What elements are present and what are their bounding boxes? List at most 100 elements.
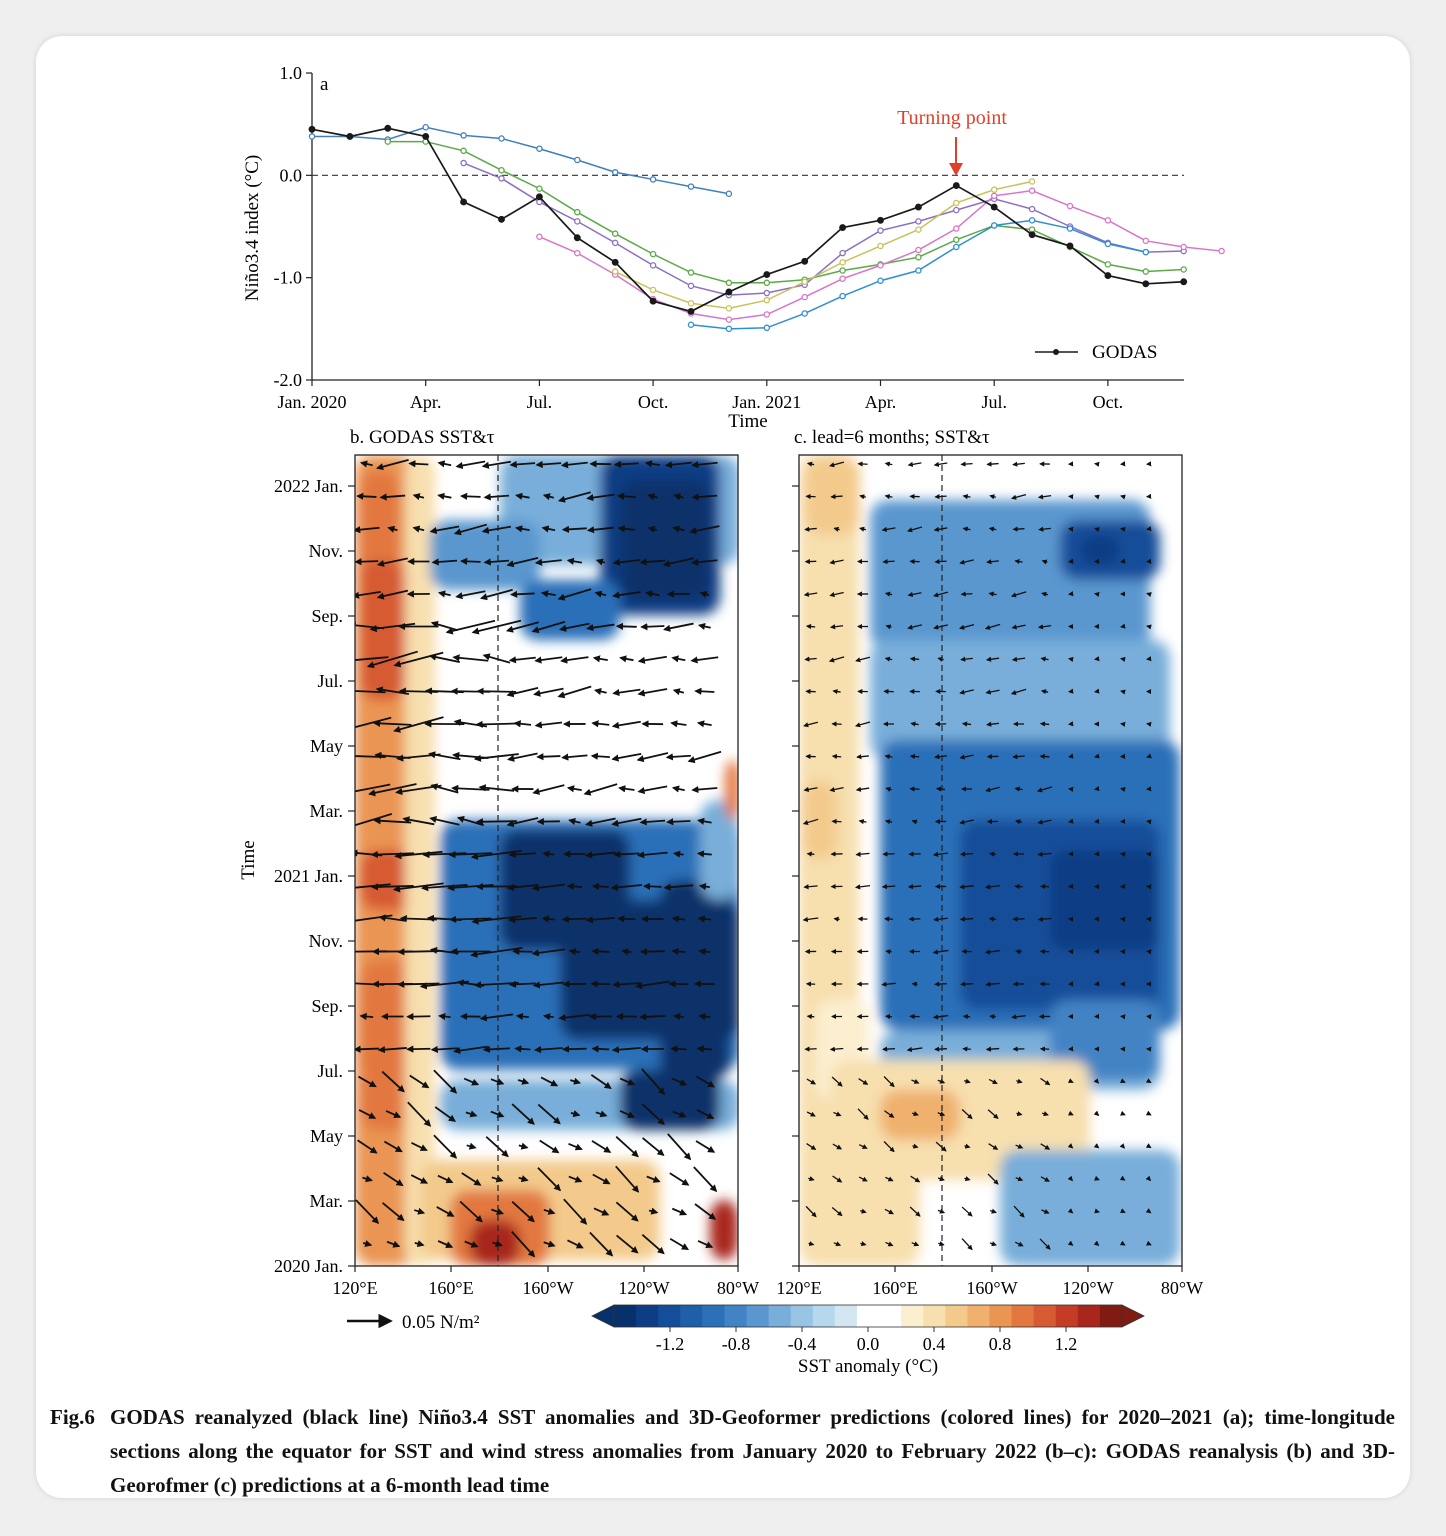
wind-stress-arrow	[465, 1110, 478, 1118]
wind-stress-arrow	[1067, 1078, 1074, 1084]
prediction-point	[1104, 261, 1112, 268]
wind-stress-arrow	[518, 1175, 529, 1183]
wind-stress-arrow	[511, 1200, 535, 1223]
wind-stress-arrow	[532, 981, 564, 989]
godas-point	[839, 224, 847, 231]
wind-stress-arrow	[1120, 526, 1126, 533]
wind-stress-arrow	[594, 590, 607, 598]
heatmap-x-tick-label: 120°E	[332, 1278, 377, 1298]
panel-a-x-tick-label: Apr.	[410, 392, 442, 412]
prediction-point	[1028, 217, 1036, 224]
wind-stress-arrow	[355, 716, 392, 729]
wind-stress-arrow	[671, 655, 686, 663]
wind-stress-arrow	[671, 1077, 688, 1086]
turning-point-arrow-head	[949, 163, 963, 176]
wind-stress-arrow	[907, 461, 922, 467]
wind-stress-arrow	[611, 1046, 641, 1054]
wind-stress-arrow	[829, 461, 845, 468]
wind-stress-arrow	[832, 689, 841, 695]
wind-stress-arrow	[566, 557, 583, 565]
heatmap-y-tick-label: Mar.	[310, 1191, 344, 1211]
wind-stress-arrow	[1067, 949, 1074, 955]
wind-stress-arrow	[912, 1143, 919, 1149]
wind-stress-arrow	[1068, 656, 1074, 662]
wind-stress-arrow	[960, 591, 973, 597]
wind-stress-arrow	[568, 948, 581, 956]
wind-stress-arrow	[386, 1240, 401, 1248]
wind-stress-arrow	[1119, 851, 1126, 857]
wind-stress-arrow	[381, 1070, 405, 1093]
heatmap-x-tick-label: 120°E	[776, 1278, 821, 1298]
wind-stress-arrow	[356, 492, 377, 500]
wind-stress-arrow	[672, 850, 684, 858]
wind-stress-arrow	[511, 1231, 536, 1258]
wind-stress-arrow	[691, 493, 718, 501]
wind-stress-arrow	[1011, 1014, 1026, 1020]
heatmap-x-tick-label: 160°E	[872, 1278, 917, 1298]
wind-stress-arrow	[933, 624, 948, 630]
prediction-point	[574, 218, 581, 225]
wind-stress-arrow	[988, 916, 997, 922]
wind-stress-arrow	[478, 784, 515, 792]
wind-stress-arrow	[532, 784, 565, 795]
colorbar-swatch	[967, 1305, 990, 1327]
wind-stress-arrow	[695, 1075, 715, 1088]
godas-point	[725, 288, 733, 296]
heatmap-y-tick-label: May	[310, 736, 343, 756]
wind-stress-arrow	[933, 461, 948, 467]
wind-stress-arrow	[392, 882, 444, 893]
wind-stress-arrow	[805, 623, 816, 630]
wind-stress-arrow	[937, 656, 944, 662]
heatmap-y-tick-label: 2021 Jan.	[274, 866, 343, 886]
prediction-point	[877, 277, 884, 284]
wind-stress-arrow	[933, 916, 948, 922]
wind-stress-arrow	[1016, 1078, 1023, 1084]
wind-stress-arrow	[831, 1076, 843, 1087]
wind-stress-arrow	[1014, 883, 1023, 890]
wind-stress-arrow	[570, 1110, 581, 1118]
prediction-point	[953, 243, 960, 251]
wind-stress-arrow	[513, 720, 532, 728]
wind-stress-arrow	[591, 1045, 610, 1053]
colorbar-swatch	[834, 1305, 858, 1327]
quiver-key: 0.05 N/m²	[347, 1312, 480, 1333]
wind-stress-arrow	[884, 461, 893, 467]
wind-stress-arrow	[543, 1207, 556, 1215]
colorbar-swatch	[790, 1305, 814, 1327]
wind-stress-arrow	[414, 1240, 425, 1248]
wind-stress-arrow	[589, 1231, 614, 1257]
series-prediction-line	[690, 219, 1146, 330]
wind-stress-arrow	[561, 915, 587, 923]
godas-point	[498, 215, 505, 223]
wind-stress-arrow	[691, 461, 718, 469]
wind-stress-arrow	[430, 620, 459, 632]
figure-caption: Fig.6 GODAS reanalyzed (black line) Niño…	[50, 1400, 1395, 1502]
wind-stress-arrow	[697, 1240, 714, 1249]
wind-stress-arrow	[366, 650, 418, 669]
wind-stress-arrow	[1119, 721, 1126, 727]
wind-stress-arrow	[634, 980, 670, 990]
wind-stress-arrow	[833, 1111, 842, 1117]
wind-stress-arrow	[566, 785, 582, 793]
godas-point	[535, 193, 543, 201]
colorbar-high-extension	[1121, 1304, 1145, 1328]
wind-stress-arrow	[989, 494, 996, 500]
prediction-point	[839, 249, 846, 257]
wind-stress-arrow	[961, 1206, 973, 1217]
wind-stress-arrow	[1145, 1143, 1152, 1149]
wind-stress-arrow	[959, 819, 974, 825]
colorbar-swatch	[923, 1305, 946, 1327]
wind-stress-arrow	[412, 493, 425, 501]
sst-anomaly-region	[805, 455, 860, 535]
wind-stress-arrow	[568, 1175, 583, 1183]
wind-stress-arrow	[377, 1046, 407, 1054]
wind-stress-arrow	[910, 1175, 921, 1183]
wind-stress-arrow	[885, 786, 892, 792]
wind-stress-arrow	[829, 786, 844, 793]
sst-anomaly-region	[405, 455, 435, 1266]
wind-stress-arrow	[481, 525, 512, 534]
wind-stress-arrow	[1039, 721, 1050, 727]
wind-stress-arrow	[808, 1176, 815, 1182]
prediction-point	[649, 250, 657, 258]
prediction-point	[649, 286, 657, 294]
